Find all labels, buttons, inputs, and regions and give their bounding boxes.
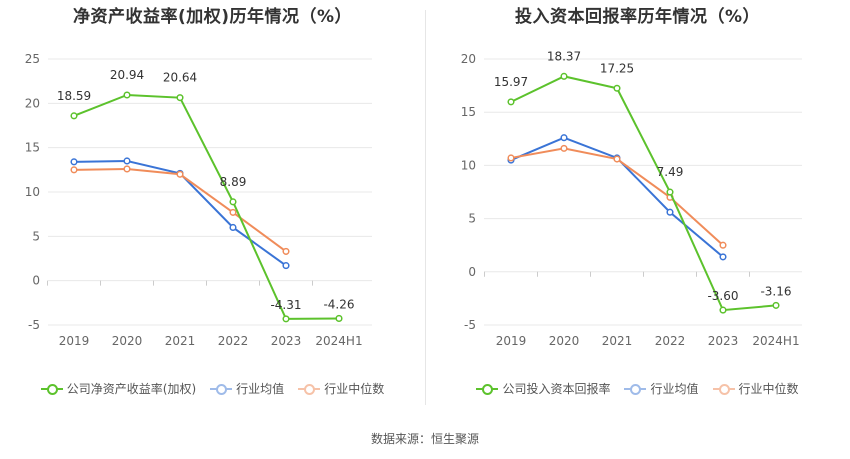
x-tick-label: 2021 [602, 334, 633, 348]
y-tick-label: 20 [461, 52, 476, 66]
x-tick-label: 2023 [271, 334, 302, 348]
legend-item-industry-mean[interactable]: 行业均值 [210, 380, 284, 397]
x-tick-label: 2023 [708, 334, 739, 348]
data-label: -3.60 [707, 289, 738, 303]
data-point [176, 94, 184, 102]
data-point [719, 253, 727, 261]
legend-marker-icon [298, 383, 321, 395]
y-tick-label: 10 [461, 158, 476, 172]
roe-line-chart: 25 20 15 10 5 0 -5 2019 2020 2021 2022 2023 2024H1 18… [25, 52, 372, 348]
legend-marker-icon [712, 383, 735, 395]
data-point [560, 72, 568, 80]
legend-marker-icon [40, 383, 63, 395]
data-label: -4.26 [323, 297, 354, 311]
y-tick-label: 5 [32, 229, 40, 243]
x-tick-label: 2020 [549, 334, 580, 348]
data-point [560, 134, 568, 142]
data-point [229, 208, 237, 216]
data-point [560, 144, 568, 152]
data-label: 7.49 [657, 165, 684, 179]
data-point [123, 157, 131, 165]
y-tick-label: 25 [25, 52, 40, 66]
y-tick-label: 5 [468, 212, 476, 226]
legend-label: 行业中位数 [738, 382, 799, 396]
data-label: 20.94 [110, 68, 144, 82]
data-point [176, 170, 184, 178]
data-label: 18.37 [547, 49, 581, 63]
y-tick-label: 0 [468, 265, 476, 279]
y-tick-label: 20 [25, 96, 40, 110]
legend-marker-icon [210, 383, 233, 395]
legend-label: 公司投入资本回报率 [502, 382, 611, 396]
data-label: -4.31 [270, 298, 301, 312]
chart-legend: 公司净资产收益率(加权) 行业均值 行业中位数 [0, 380, 425, 397]
chart-title: 净资产收益率(加权)历年情况（%） [72, 7, 353, 27]
data-point [613, 84, 621, 92]
y-tick-label: 10 [25, 185, 40, 199]
data-point [282, 262, 290, 270]
legend-item-company[interactable]: 公司投入资本回报率 [476, 380, 610, 397]
y-tick-label: 0 [32, 274, 40, 288]
data-label: 8.89 [220, 175, 247, 189]
data-point [507, 154, 515, 162]
data-point [719, 241, 727, 249]
x-tick-label: 2019 [496, 334, 527, 348]
legend-item-industry-mean[interactable]: 行业均值 [624, 380, 699, 397]
y-tick-label: 15 [461, 105, 476, 119]
data-label: -3.16 [760, 284, 791, 298]
data-label: 20.64 [163, 71, 197, 85]
data-source-note: 数据来源：恒生聚源 [370, 432, 479, 446]
y-tick-label: 15 [25, 141, 40, 155]
data-point [335, 314, 343, 322]
legend-label: 行业均值 [650, 382, 699, 396]
legend-item-industry-median[interactable]: 行业中位数 [298, 380, 384, 397]
data-point [666, 208, 674, 216]
roe-chart-panel: 净资产收益率(加权)历年情况（%） 25 20 15 10 5 0 -5 2019 2020 20… [0, 0, 425, 420]
data-point [229, 198, 237, 206]
data-label: 18.59 [57, 89, 91, 103]
legend-marker-icon [624, 383, 647, 395]
y-tick-label: -5 [28, 318, 40, 332]
legend-label: 行业均值 [236, 382, 285, 396]
data-point [719, 306, 727, 314]
x-tick-label: 2022 [655, 334, 686, 348]
legend-label: 公司净资产收益率(加权) [66, 382, 197, 396]
data-point [70, 112, 78, 120]
data-point [282, 247, 290, 255]
roic-chart-panel: 投入资本回报率历年情况（%） 20 15 10 5 0 -5 2019 2020 2021 202… [425, 0, 850, 420]
y-tick-label: -5 [464, 318, 476, 332]
series-line [73, 93, 340, 320]
data-point [123, 91, 131, 99]
data-point [613, 155, 621, 163]
data-point [507, 98, 515, 106]
legend-item-industry-median[interactable]: 行业中位数 [712, 380, 799, 397]
data-point [666, 188, 674, 196]
x-tick-label: 2020 [112, 334, 143, 348]
data-point [123, 165, 131, 173]
chart-title: 投入资本回报率历年情况（%） [514, 7, 761, 27]
x-tick-label: 2024H1 [752, 334, 799, 348]
data-point [229, 223, 237, 232]
panel-divider [425, 10, 426, 405]
legend-marker-icon [476, 383, 499, 395]
roic-line-chart: 20 15 10 5 0 -5 2019 2020 2021 2022 2023 2024H1 15.9… [461, 49, 802, 348]
legend-item-company[interactable]: 公司净资产收益率(加权) [40, 380, 197, 397]
data-point [70, 158, 78, 166]
x-tick-label: 2019 [59, 334, 90, 348]
data-point [282, 315, 290, 323]
data-point [772, 301, 780, 309]
x-tick-label: 2021 [165, 334, 196, 348]
legend-label: 行业中位数 [324, 382, 385, 396]
series-line [73, 167, 287, 253]
chart-legend: 公司投入资本回报率 行业均值 行业中位数 [425, 380, 850, 397]
x-tick-label: 2024H1 [315, 334, 362, 348]
x-tick-label: 2022 [218, 334, 249, 348]
series-line [510, 75, 777, 312]
data-label: 15.97 [494, 75, 528, 89]
data-point [70, 166, 78, 174]
data-label: 17.25 [600, 61, 634, 75]
